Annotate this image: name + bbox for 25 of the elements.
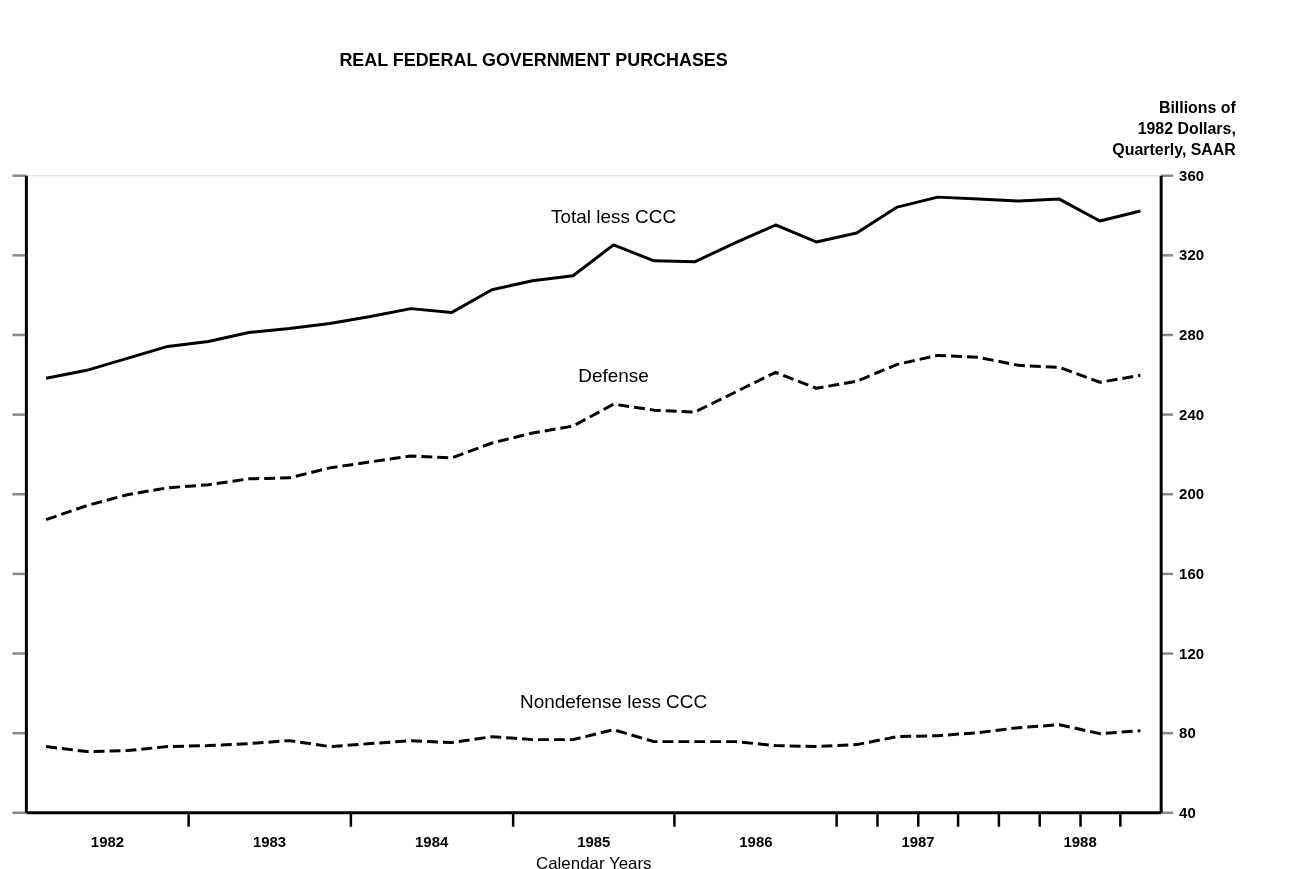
y-tick-label: 200 — [1179, 485, 1204, 503]
y-tick-label: 240 — [1179, 405, 1204, 423]
y-tick-label: 120 — [1179, 644, 1204, 662]
x-tick-label: 1984 — [415, 832, 449, 850]
y-tick-label: 320 — [1179, 246, 1204, 264]
y-tick-label: 360 — [1179, 166, 1204, 184]
y-axis-title: Billions of 1982 Dollars, Quarterly, SAAR — [1112, 99, 1237, 158]
x-tick-label: 1988 — [1063, 832, 1097, 850]
series-label: Defense — [578, 365, 649, 387]
line-series — [44, 723, 1142, 754]
series-label: Total less CCC — [551, 206, 677, 227]
x-tick-label: 1983 — [252, 832, 287, 850]
x-axis-title: Calendar Years — [535, 853, 652, 869]
y-tick-label: 160 — [1179, 564, 1204, 582]
series-label: Nondefense less CCC — [520, 690, 708, 712]
chart-title: REAL FEDERAL GOVERNMENT PURCHASES — [339, 49, 728, 70]
x-tick-label: 1987 — [901, 832, 935, 850]
x-tick-label: 1985 — [577, 832, 611, 850]
line-series — [44, 195, 1142, 380]
x-tick-label: 1986 — [739, 832, 773, 850]
y-tick-label: 80 — [1179, 724, 1196, 742]
x-tick-label: 1982 — [90, 832, 125, 850]
y-tick-label: 280 — [1179, 325, 1204, 343]
y-tick-label: 40 — [1179, 803, 1196, 821]
line-series — [44, 353, 1142, 522]
